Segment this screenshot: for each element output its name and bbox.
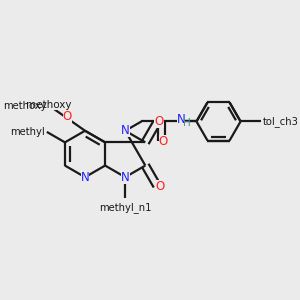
Text: O: O [155, 181, 164, 194]
Text: N: N [121, 124, 130, 137]
Text: methoxy: methoxy [3, 101, 46, 111]
Text: tol_ch3: tol_ch3 [263, 116, 298, 127]
Text: methyl_n1: methyl_n1 [99, 202, 152, 213]
Text: methoxy: methoxy [26, 100, 71, 110]
Text: methyl: methyl [10, 127, 45, 136]
Text: N: N [121, 171, 130, 184]
Text: O: O [159, 136, 168, 148]
Text: O: O [63, 110, 72, 123]
Text: O: O [154, 115, 164, 128]
Text: N: N [81, 171, 89, 184]
Text: N: N [177, 113, 185, 126]
Text: H: H [183, 118, 191, 128]
